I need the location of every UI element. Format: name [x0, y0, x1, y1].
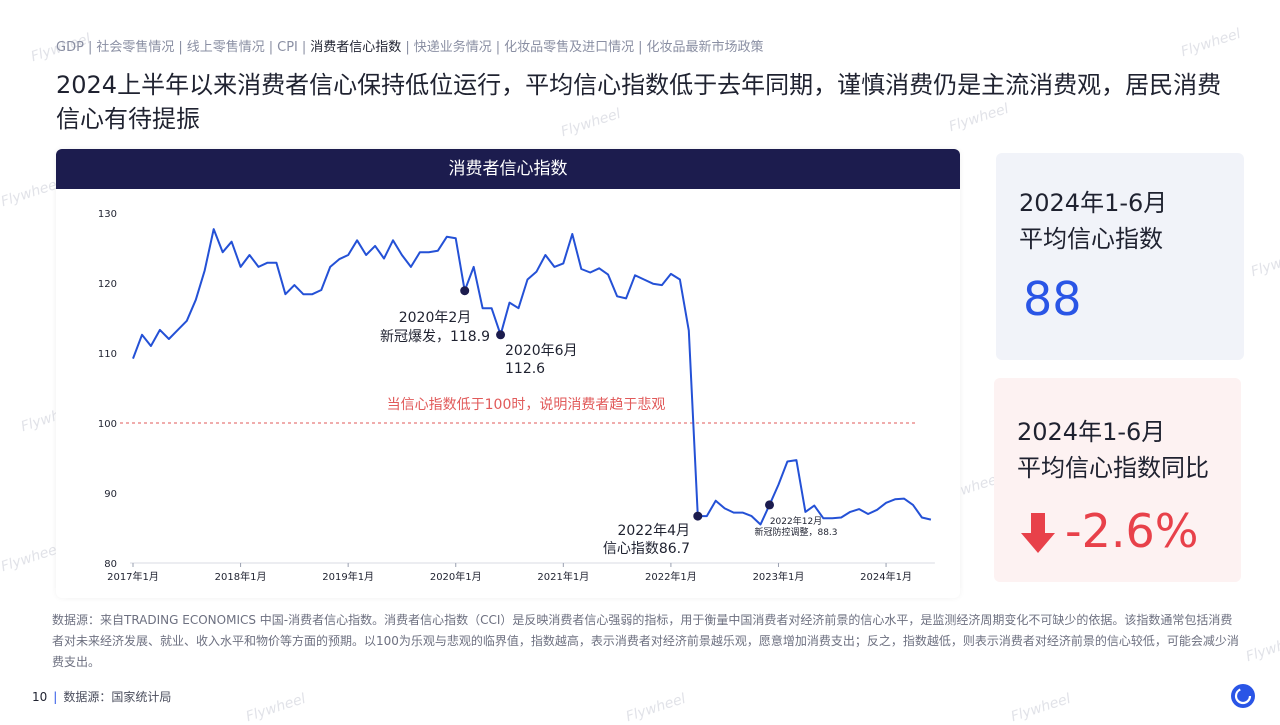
- nav-item-6[interactable]: 化妆品零售及进口情况: [504, 40, 635, 55]
- down-arrow-icon: [1021, 513, 1055, 553]
- breadcrumb-separator: |: [495, 40, 501, 55]
- yoy-change-period: 2024年1-6月: [1017, 418, 1166, 446]
- footer-divider: |: [53, 690, 58, 704]
- source-note: 数据源：来自TRADING ECONOMICS 中国-消费者信心指数。消费者信心…: [52, 613, 1239, 669]
- watermark-text: Flywheel: [1179, 25, 1243, 61]
- average-index-value: 88: [1023, 272, 1082, 326]
- yoy-change-value: -2.6%: [1065, 504, 1199, 558]
- footer-source: 数据源：国家统计局: [63, 690, 172, 704]
- breadcrumb: GDP | 社会零售情况 | 线上零售情况 | CPI | 消费者信心指数 | 快递业务情况 | 化妆品…: [56, 36, 764, 55]
- breadcrumb-separator: |: [268, 40, 274, 55]
- nav-item-5[interactable]: 快递业务情况: [413, 40, 492, 55]
- watermark-text: Flywheel: [1244, 630, 1280, 666]
- average-index-period: 2024年1-6月: [1019, 189, 1168, 217]
- footer: 10 | 数据源：国家统计局: [32, 688, 171, 705]
- average-index-label: 平均信心指数: [1019, 225, 1163, 253]
- nav-item-0[interactable]: GDP: [56, 40, 84, 55]
- chart-title: 消费者信心指数: [56, 149, 960, 189]
- brand-logo-icon: [1231, 684, 1255, 708]
- average-index-card: [996, 153, 1244, 360]
- nav-item-3[interactable]: CPI: [277, 40, 298, 55]
- nav-item-2[interactable]: 线上零售情况: [186, 40, 265, 55]
- watermark-text: Flywheel: [0, 540, 63, 576]
- breadcrumb-separator: |: [301, 40, 307, 55]
- nav-item-4[interactable]: 消费者信心指数: [310, 40, 402, 55]
- nav-item-7[interactable]: 化妆品最新市场政策: [646, 40, 764, 55]
- watermark-text: Flywheel: [0, 175, 63, 211]
- breadcrumb-separator: |: [405, 40, 410, 55]
- breadcrumb-separator: |: [638, 40, 643, 55]
- watermark-text: Flywheel: [1249, 245, 1280, 281]
- page-title: 2024上半年以来消费者信心保持低位运行，平均信心指数低于去年同期，谨慎消费仍是…: [56, 71, 1222, 133]
- breadcrumb-separator: |: [87, 40, 93, 55]
- breadcrumb-separator: |: [178, 40, 183, 55]
- chart-panel: [56, 149, 960, 598]
- page-number: 10: [32, 690, 48, 704]
- yoy-change-label: 平均信心指数同比: [1017, 454, 1209, 482]
- nav-item-1[interactable]: 社会零售情况: [96, 40, 175, 55]
